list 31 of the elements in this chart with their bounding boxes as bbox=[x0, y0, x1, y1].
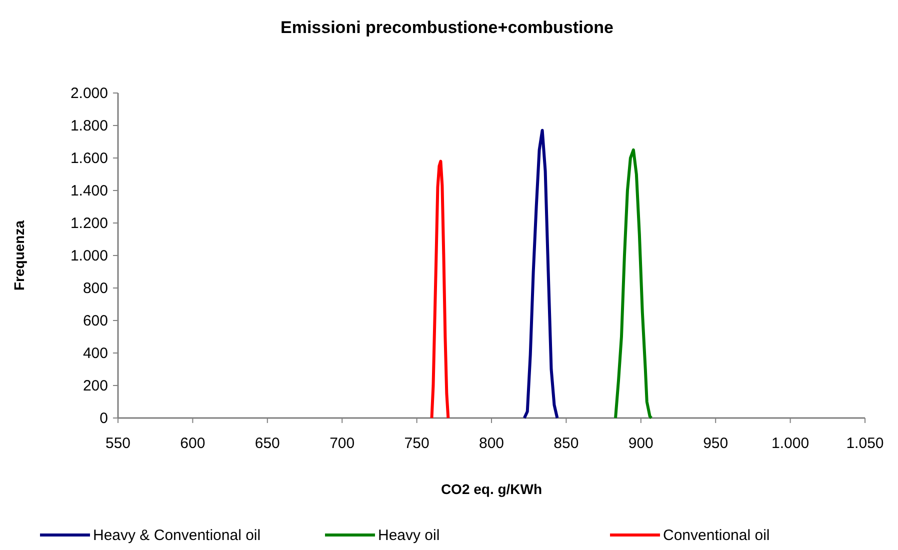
x-tick-label: 1.050 bbox=[846, 435, 884, 452]
x-tick-label: 850 bbox=[554, 435, 579, 452]
x-tick-label: 800 bbox=[478, 435, 504, 452]
y-tick-label: 1.200 bbox=[70, 215, 108, 232]
y-axis-title: Frequenza bbox=[11, 220, 27, 291]
y-tick-label: 400 bbox=[82, 345, 108, 362]
line-series bbox=[522, 128, 559, 420]
y-tick-label: 1.800 bbox=[70, 118, 108, 134]
line-series bbox=[430, 160, 450, 420]
x-tick-label: 700 bbox=[330, 435, 355, 452]
x-tick-label: 900 bbox=[628, 435, 654, 452]
x-tick-label: 650 bbox=[254, 435, 280, 452]
y-tick-label: 1.400 bbox=[70, 182, 108, 200]
y-tick-label: 200 bbox=[82, 378, 108, 394]
x-tick-label: 1.000 bbox=[772, 435, 810, 452]
x-axis-title: CO2 eq. g/KWh bbox=[440, 481, 542, 497]
legend-label: Heavy oil bbox=[378, 527, 440, 544]
legend-label: Conventional oil bbox=[663, 527, 770, 544]
y-tick-label: 2.000 bbox=[70, 85, 108, 102]
x-tick-label: 550 bbox=[105, 435, 131, 452]
x-tick-label: 950 bbox=[703, 435, 728, 452]
y-tick-label: 1.000 bbox=[70, 248, 108, 264]
chart-title: Emissioni precombustione+combustione bbox=[280, 18, 614, 37]
line-series bbox=[614, 148, 653, 420]
x-tick-label: 600 bbox=[180, 435, 206, 452]
legend-label: Heavy & Conventional oil bbox=[93, 527, 261, 544]
x-tick-label: 750 bbox=[404, 435, 430, 452]
y-tick-label: 600 bbox=[82, 312, 108, 330]
y-tick-label: 1.600 bbox=[70, 150, 108, 167]
y-tick-label: 0 bbox=[100, 410, 108, 427]
y-tick-label: 800 bbox=[82, 280, 108, 297]
